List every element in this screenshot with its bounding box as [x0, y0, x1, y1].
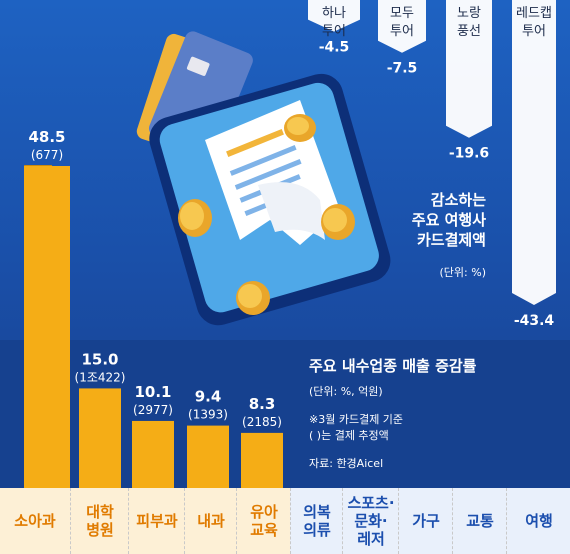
travel-bar-value: -4.5 [319, 40, 350, 56]
bar-sub-label: (1조422) [75, 370, 126, 384]
bar-sub-label: (2977) [133, 403, 173, 417]
travel-bar-label: 투어 [522, 24, 546, 39]
bar-4 [241, 432, 283, 488]
industry-chart-title: 주요 내수업종 매출 증감률 [309, 357, 477, 375]
travel-chart-unit: (단위: %) [439, 266, 486, 279]
travel-bar-value: -43.4 [514, 313, 555, 329]
category-internal-medicine: 내과 [184, 488, 237, 554]
travel-bar-label: 투어 [390, 24, 414, 39]
bar-1 [79, 388, 121, 488]
bar-value-label: 8.3 [249, 395, 276, 413]
category-transport: 교통 [452, 488, 507, 554]
smartphone-receipt-icon [149, 73, 391, 326]
source-credit: 자료: 한경Aicel [309, 457, 384, 470]
category-apparel: 의복 의류 [290, 488, 343, 554]
travel-bar-value: -19.6 [449, 146, 489, 162]
travel-bar-label: 투어 [322, 24, 346, 39]
travel-bar-label: 하나 [322, 6, 346, 21]
travel-bar-0 [308, 0, 360, 32]
category-dermatology: 피부과 [128, 488, 185, 554]
category-pediatrics: 소아과 [0, 488, 70, 554]
orange-bar-series: 48.5 (677) 15.0 (1조422) 10.1 (2977) 9.4 (1393) 8… [24, 128, 283, 488]
bar-sub-label: (1393) [188, 408, 228, 422]
bar-value-label: 10.1 [134, 383, 171, 401]
bar-sub-label: (2185) [242, 415, 282, 429]
travel-bar-1 [378, 0, 426, 53]
travel-bar-label: 노랑 [457, 6, 481, 21]
category-university-hospital: 대학 병원 [70, 488, 129, 554]
category-early-education: 유아 교육 [236, 488, 291, 554]
travel-bar-label: 풍선 [457, 24, 481, 39]
travel-bar-2 [446, 0, 492, 138]
travel-bar-3 [512, 0, 556, 305]
industry-chart-note: ※3월 카드결제 기준 ( )는 결제 추정액 [309, 413, 404, 442]
travel-bar-label: 모두 [390, 6, 414, 21]
illustration [136, 31, 391, 326]
travel-bar-label: 레드캡 [516, 6, 552, 21]
category-sports-culture-leisure: 스포츠· 문화· 레저 [342, 488, 399, 554]
bar-value-label: 15.0 [81, 350, 118, 368]
category-travel: 여행 [506, 488, 570, 554]
travel-bar-value: -7.5 [387, 61, 418, 77]
industry-chart-unit: (단위: %, 억원) [309, 385, 383, 398]
travel-chart-title: 감소하는 주요 여행사 카드결제액 [411, 191, 486, 249]
bar-value-label: 9.4 [195, 388, 222, 406]
bar-0 [24, 166, 70, 488]
category-furniture: 가구 [398, 488, 453, 554]
gold-coin-icon [178, 114, 355, 315]
bar-sub-label: (677) [31, 148, 63, 162]
bar-3 [187, 425, 229, 488]
bar-2 [132, 420, 174, 488]
bar-value-label: 48.5 [28, 128, 65, 146]
